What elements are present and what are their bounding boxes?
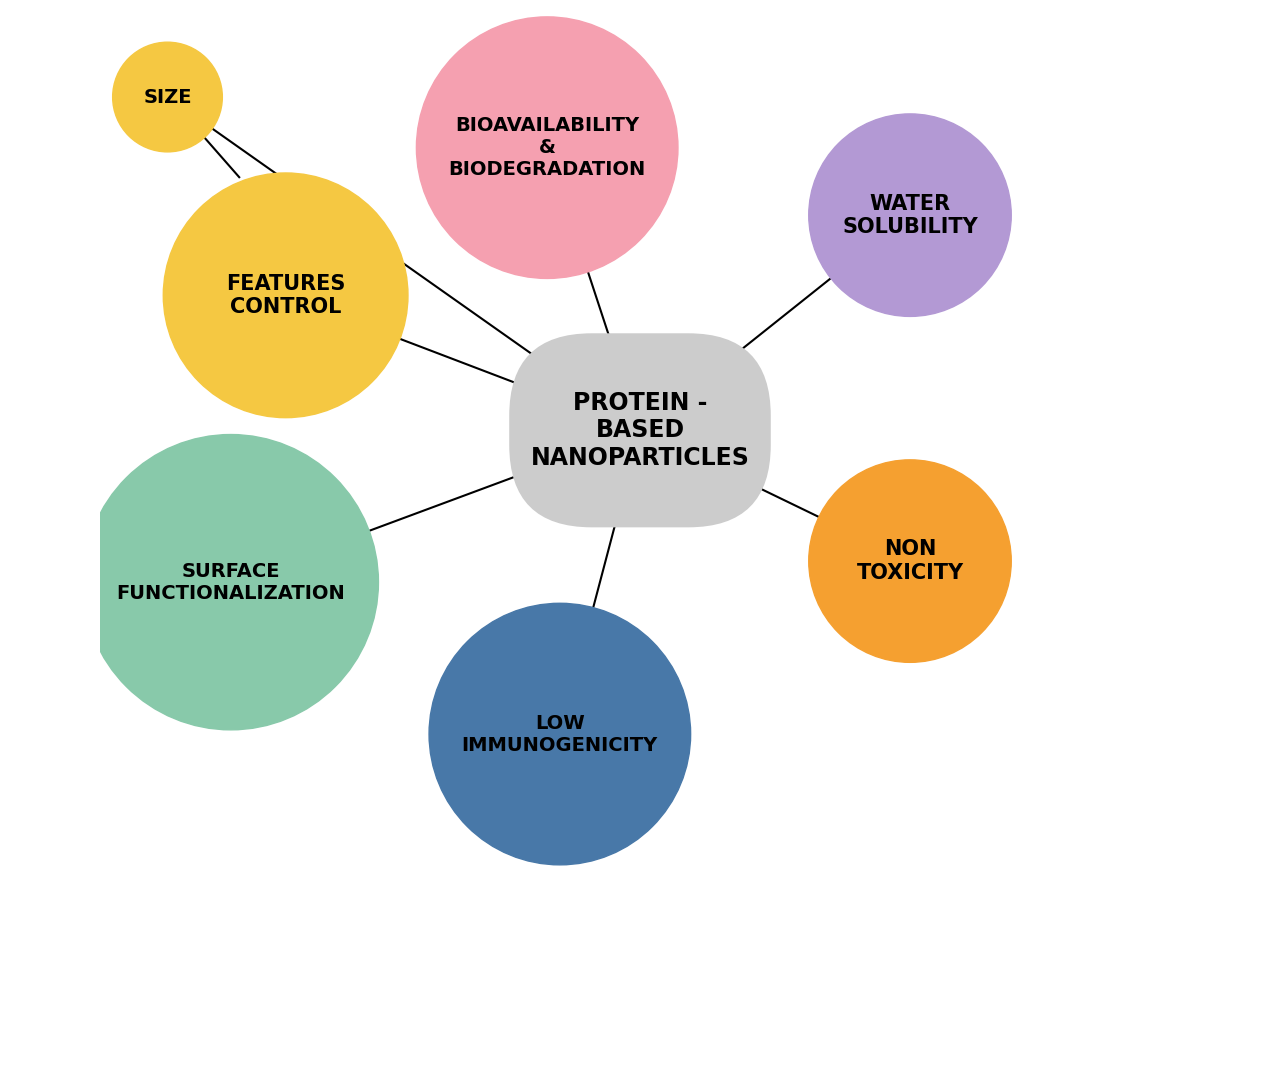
Text: BIOAVAILABILITY
&
BIODEGRADATION: BIOAVAILABILITY & BIODEGRADATION	[448, 117, 646, 179]
Text: NON
TOXICITY: NON TOXICITY	[856, 540, 964, 583]
Text: LOW
IMMUNOGENICITY: LOW IMMUNOGENICITY	[462, 714, 658, 755]
Circle shape	[429, 604, 691, 865]
Text: WATER
SOLUBILITY: WATER SOLUBILITY	[842, 193, 978, 237]
Circle shape	[113, 42, 223, 152]
Text: PROTEIN -
BASED
NANOPARTICLES: PROTEIN - BASED NANOPARTICLES	[531, 391, 749, 470]
Text: FEATURES
CONTROL: FEATURES CONTROL	[227, 273, 346, 316]
Circle shape	[83, 434, 379, 730]
Text: SIZE: SIZE	[143, 87, 192, 107]
Circle shape	[809, 460, 1011, 662]
Circle shape	[416, 17, 678, 279]
Text: SURFACE
FUNCTIONALIZATION: SURFACE FUNCTIONALIZATION	[116, 562, 346, 603]
FancyBboxPatch shape	[509, 334, 771, 527]
Circle shape	[164, 173, 408, 418]
Circle shape	[809, 113, 1011, 316]
